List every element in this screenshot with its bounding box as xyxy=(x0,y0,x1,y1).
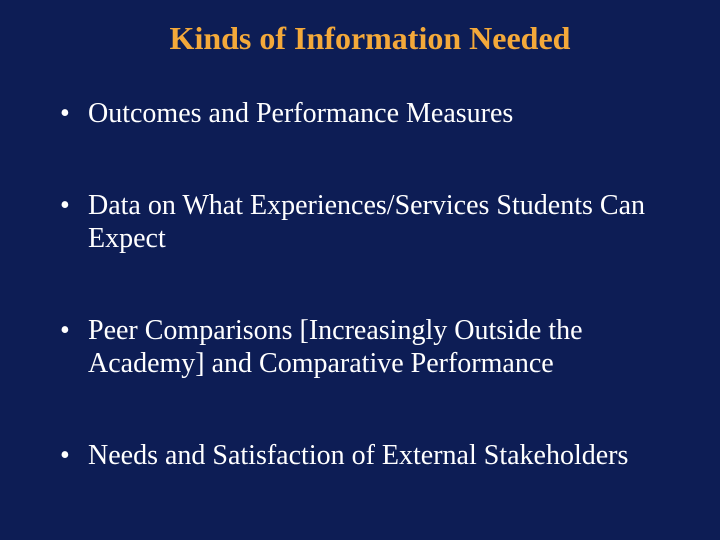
slide-title: Kinds of Information Needed xyxy=(60,20,680,57)
list-item: Data on What Experiences/Services Studen… xyxy=(60,189,680,256)
slide: Kinds of Information Needed Outcomes and… xyxy=(0,0,720,540)
list-item: Peer Comparisons [Increasingly Outside t… xyxy=(60,314,680,381)
bullet-list: Outcomes and Performance Measures Data o… xyxy=(60,97,680,473)
list-item: Outcomes and Performance Measures xyxy=(60,97,680,131)
list-item: Needs and Satisfaction of External Stake… xyxy=(60,439,680,473)
